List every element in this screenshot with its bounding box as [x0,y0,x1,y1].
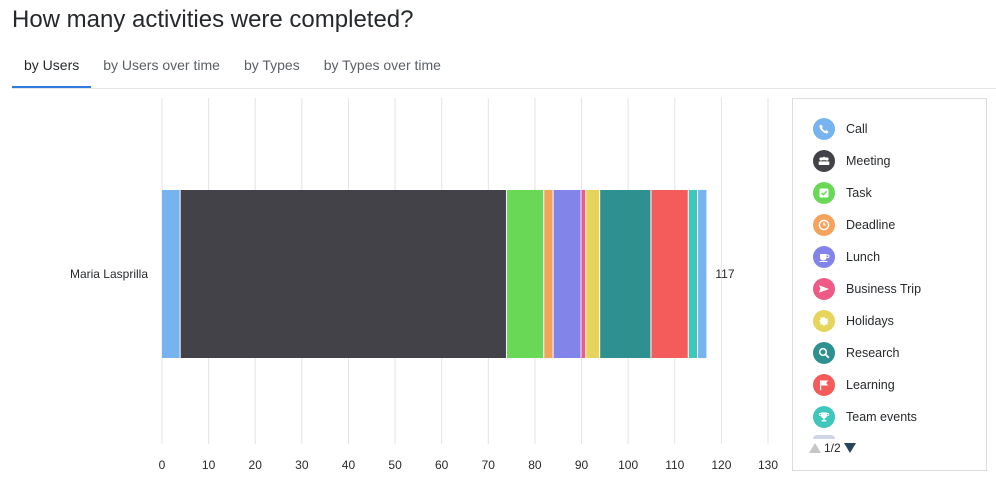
checkbox-icon [813,182,835,204]
x-tick-label: 20 [249,458,263,472]
phone-icon [813,118,835,140]
legend-item-label: Meeting [846,154,891,168]
legend-item-label: Deadline [846,218,896,232]
bar-segment[interactable] [688,190,698,358]
x-tick-label: 50 [388,458,402,472]
trophy-icon [813,406,835,428]
bar-segment[interactable] [698,190,707,358]
legend-next-page-button[interactable] [843,443,856,453]
bar-segment[interactable] [553,190,581,358]
legend-item[interactable]: Business Trip [813,277,921,301]
bar-segment[interactable] [581,190,586,358]
tab-by-users[interactable]: by Users [12,46,92,88]
bar-total-label: 117 [715,267,734,281]
legend-item[interactable]: Team events [813,405,917,429]
legend-item-label: Learning [846,378,895,392]
legend-item[interactable]: Meeting [813,149,890,173]
x-tick-label: 30 [295,458,309,472]
legend-item[interactable]: Task [813,181,872,205]
bar-segment[interactable] [180,190,506,358]
category-label: Maria Lasprilla [70,267,148,281]
x-tick-label: 110 [665,458,684,472]
legend-item[interactable]: Research [813,341,900,365]
bar-segment[interactable] [506,190,544,358]
legend-page-indicator: 1/2 [824,441,841,455]
x-tick-label: 70 [482,458,496,472]
legend-item-label: Task [846,186,872,200]
sun-icon [813,310,835,332]
bar-segment[interactable] [651,190,688,358]
tab-by-users-over-time[interactable]: by Users over time [103,57,220,73]
magnifier-icon [813,342,835,364]
tab-by-types[interactable]: by Types [243,57,300,73]
legend-item[interactable]: Learning [813,373,895,397]
legend-item-label: Call [846,122,868,136]
x-tick-label: 40 [342,458,356,472]
x-tick-label: 100 [618,458,638,472]
legend-item[interactable]: Deadline [813,213,895,237]
chart-legend: 1/2 Call Meeting Task Deadline Lunch Business… [792,98,987,471]
tab-by-types-over-time[interactable]: by Types over time [323,57,441,73]
legend-item[interactable]: Holidays [813,309,894,333]
legend-item-label: Holidays [846,314,894,328]
x-tick-label: 60 [435,458,449,472]
bar-segment[interactable] [544,190,553,358]
x-tick-label: 120 [711,458,731,472]
legend-item-label: Research [846,346,900,360]
bar-segment[interactable] [162,190,180,358]
x-tick-label: 90 [575,458,589,472]
bar-segment[interactable] [600,190,651,358]
legend-pager: 1/2 [809,441,856,455]
flag-icon [813,374,835,396]
x-tick-label: 0 [159,458,166,472]
people-icon [813,150,835,172]
legend-item[interactable]: Lunch [813,245,880,269]
legend-item-label: Business Trip [846,282,922,296]
x-tick-label: 10 [202,458,216,472]
x-tick-label: 130 [758,458,778,472]
x-tick-label: 80 [528,458,542,472]
bar-segment[interactable] [586,190,600,358]
cup-icon [813,246,835,268]
plane-icon [813,278,835,300]
tab-bar: by Users by Users over time by Types by … [12,46,996,89]
legend-item-label: Lunch [846,250,881,264]
legend-prev-page-button[interactable] [809,443,821,453]
legend-next-item-peek [813,435,835,439]
legend-item-label: Team events [846,410,917,424]
stacked-bar-chart: 0 10 20 30 40 50 60 70 80 90 100 110 120 130 Maria Las… [70,98,778,472]
page-title: How many activities were completed? [12,6,414,33]
clock-icon [813,214,835,236]
legend-item[interactable]: Call [813,117,868,141]
